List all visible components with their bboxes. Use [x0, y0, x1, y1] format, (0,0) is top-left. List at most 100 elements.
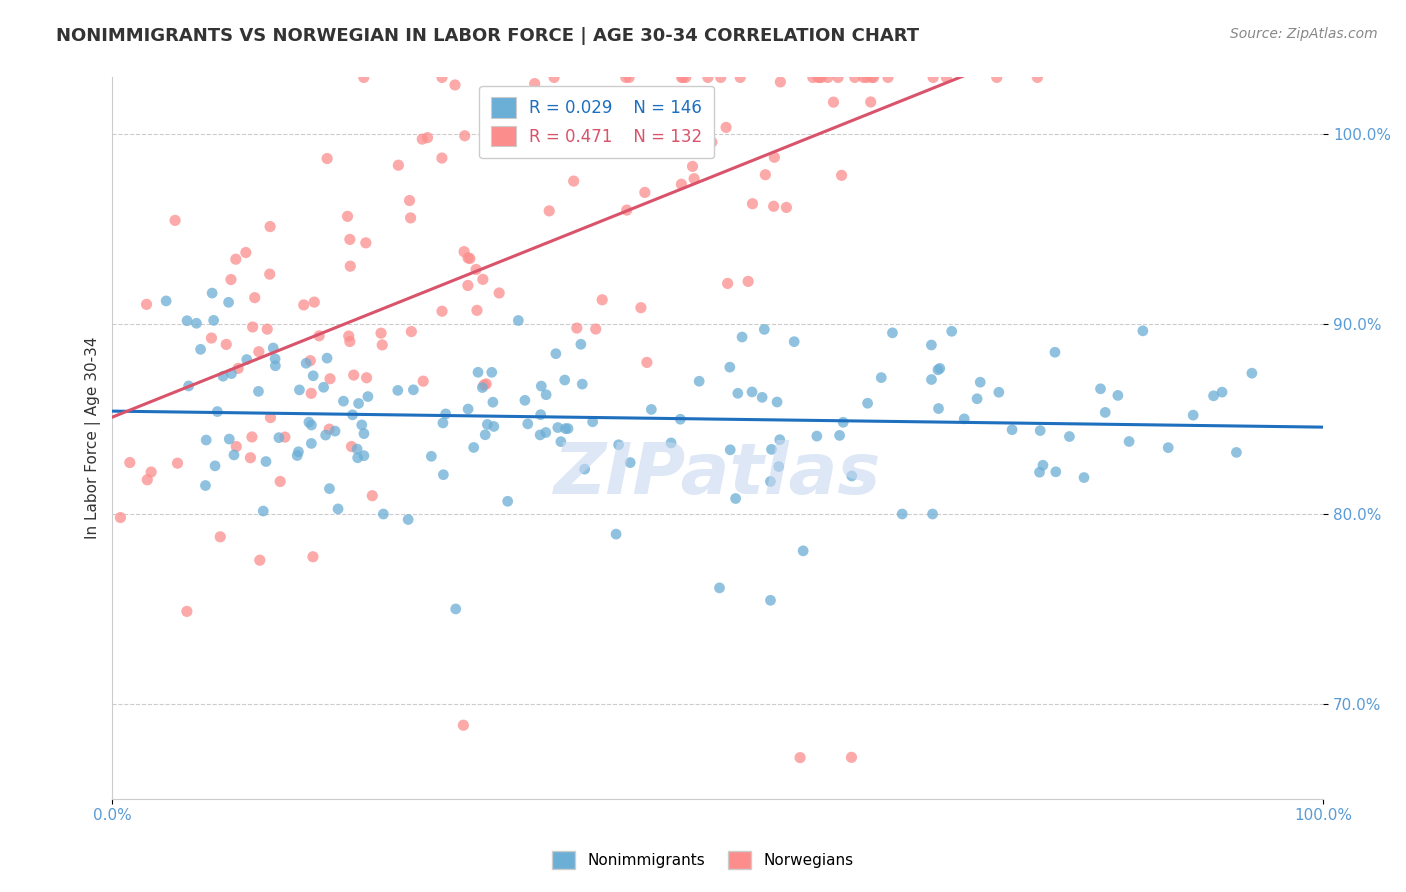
Point	[287, 444, 309, 458]
Point	[202, 313, 225, 327]
Point	[920, 338, 942, 352]
Point	[354, 235, 377, 250]
Point	[717, 277, 740, 291]
Point	[817, 70, 839, 85]
Point	[671, 70, 693, 85]
Point	[1107, 388, 1129, 402]
Point	[475, 376, 498, 391]
Point	[259, 410, 281, 425]
Legend: R = 0.029    N = 146, R = 0.471    N = 132: R = 0.029 N = 146, R = 0.471 N = 132	[479, 86, 714, 158]
Point	[508, 313, 530, 327]
Point	[299, 418, 322, 433]
Point	[373, 507, 395, 521]
Point	[860, 70, 883, 85]
Point	[700, 135, 723, 149]
Point	[731, 330, 754, 344]
Point	[877, 70, 900, 85]
Point	[683, 171, 706, 186]
Point	[547, 420, 569, 434]
Point	[538, 203, 561, 218]
Point	[676, 86, 699, 100]
Point	[801, 70, 824, 85]
Point	[259, 267, 281, 281]
Point	[201, 286, 224, 301]
Point	[215, 337, 238, 351]
Point	[1090, 382, 1112, 396]
Point	[569, 337, 592, 351]
Point	[596, 135, 619, 149]
Point	[347, 396, 370, 410]
Point	[350, 417, 373, 432]
Point	[810, 70, 832, 85]
Point	[672, 70, 695, 85]
Point	[1026, 70, 1049, 85]
Point	[481, 365, 503, 379]
Point	[242, 320, 264, 334]
Point	[550, 434, 572, 449]
Point	[769, 75, 792, 89]
Point	[225, 440, 247, 454]
Point	[298, 415, 321, 429]
Point	[225, 252, 247, 267]
Point	[299, 436, 322, 450]
Point	[1029, 424, 1052, 438]
Point	[534, 425, 557, 440]
Point	[371, 338, 394, 352]
Point	[457, 251, 479, 265]
Point	[226, 361, 249, 376]
Point	[727, 386, 749, 401]
Point	[453, 718, 475, 732]
Point	[326, 502, 349, 516]
Point	[724, 491, 747, 506]
Point	[529, 428, 551, 442]
Point	[571, 377, 593, 392]
Point	[222, 448, 245, 462]
Point	[766, 395, 789, 409]
Point	[204, 458, 226, 473]
Point	[463, 441, 485, 455]
Point	[718, 360, 741, 375]
Point	[1211, 385, 1233, 400]
Point	[832, 415, 855, 429]
Point	[496, 494, 519, 508]
Point	[1157, 441, 1180, 455]
Point	[186, 316, 208, 330]
Point	[457, 278, 479, 293]
Point	[346, 442, 368, 456]
Point	[477, 417, 499, 432]
Point	[465, 262, 488, 277]
Point	[737, 274, 759, 288]
Point	[710, 70, 733, 85]
Point	[605, 527, 627, 541]
Point	[574, 462, 596, 476]
Point	[557, 421, 579, 435]
Point	[254, 454, 277, 468]
Point	[513, 393, 536, 408]
Point	[675, 70, 697, 85]
Point	[523, 77, 546, 91]
Point	[316, 152, 339, 166]
Point	[806, 429, 828, 443]
Point	[482, 419, 505, 434]
Point	[458, 252, 481, 266]
Point	[633, 140, 655, 154]
Point	[339, 259, 361, 273]
Point	[110, 510, 132, 524]
Point	[315, 428, 337, 442]
Point	[482, 395, 505, 409]
Point	[336, 210, 359, 224]
Point	[554, 422, 576, 436]
Point	[516, 417, 538, 431]
Point	[823, 95, 845, 110]
Point	[751, 390, 773, 404]
Point	[636, 355, 658, 369]
Point	[432, 416, 454, 430]
Point	[856, 396, 879, 410]
Point	[882, 326, 904, 340]
Point	[200, 331, 222, 345]
Point	[1059, 429, 1081, 443]
Point	[387, 384, 409, 398]
Point	[356, 370, 378, 384]
Point	[775, 201, 797, 215]
Point	[922, 70, 945, 85]
